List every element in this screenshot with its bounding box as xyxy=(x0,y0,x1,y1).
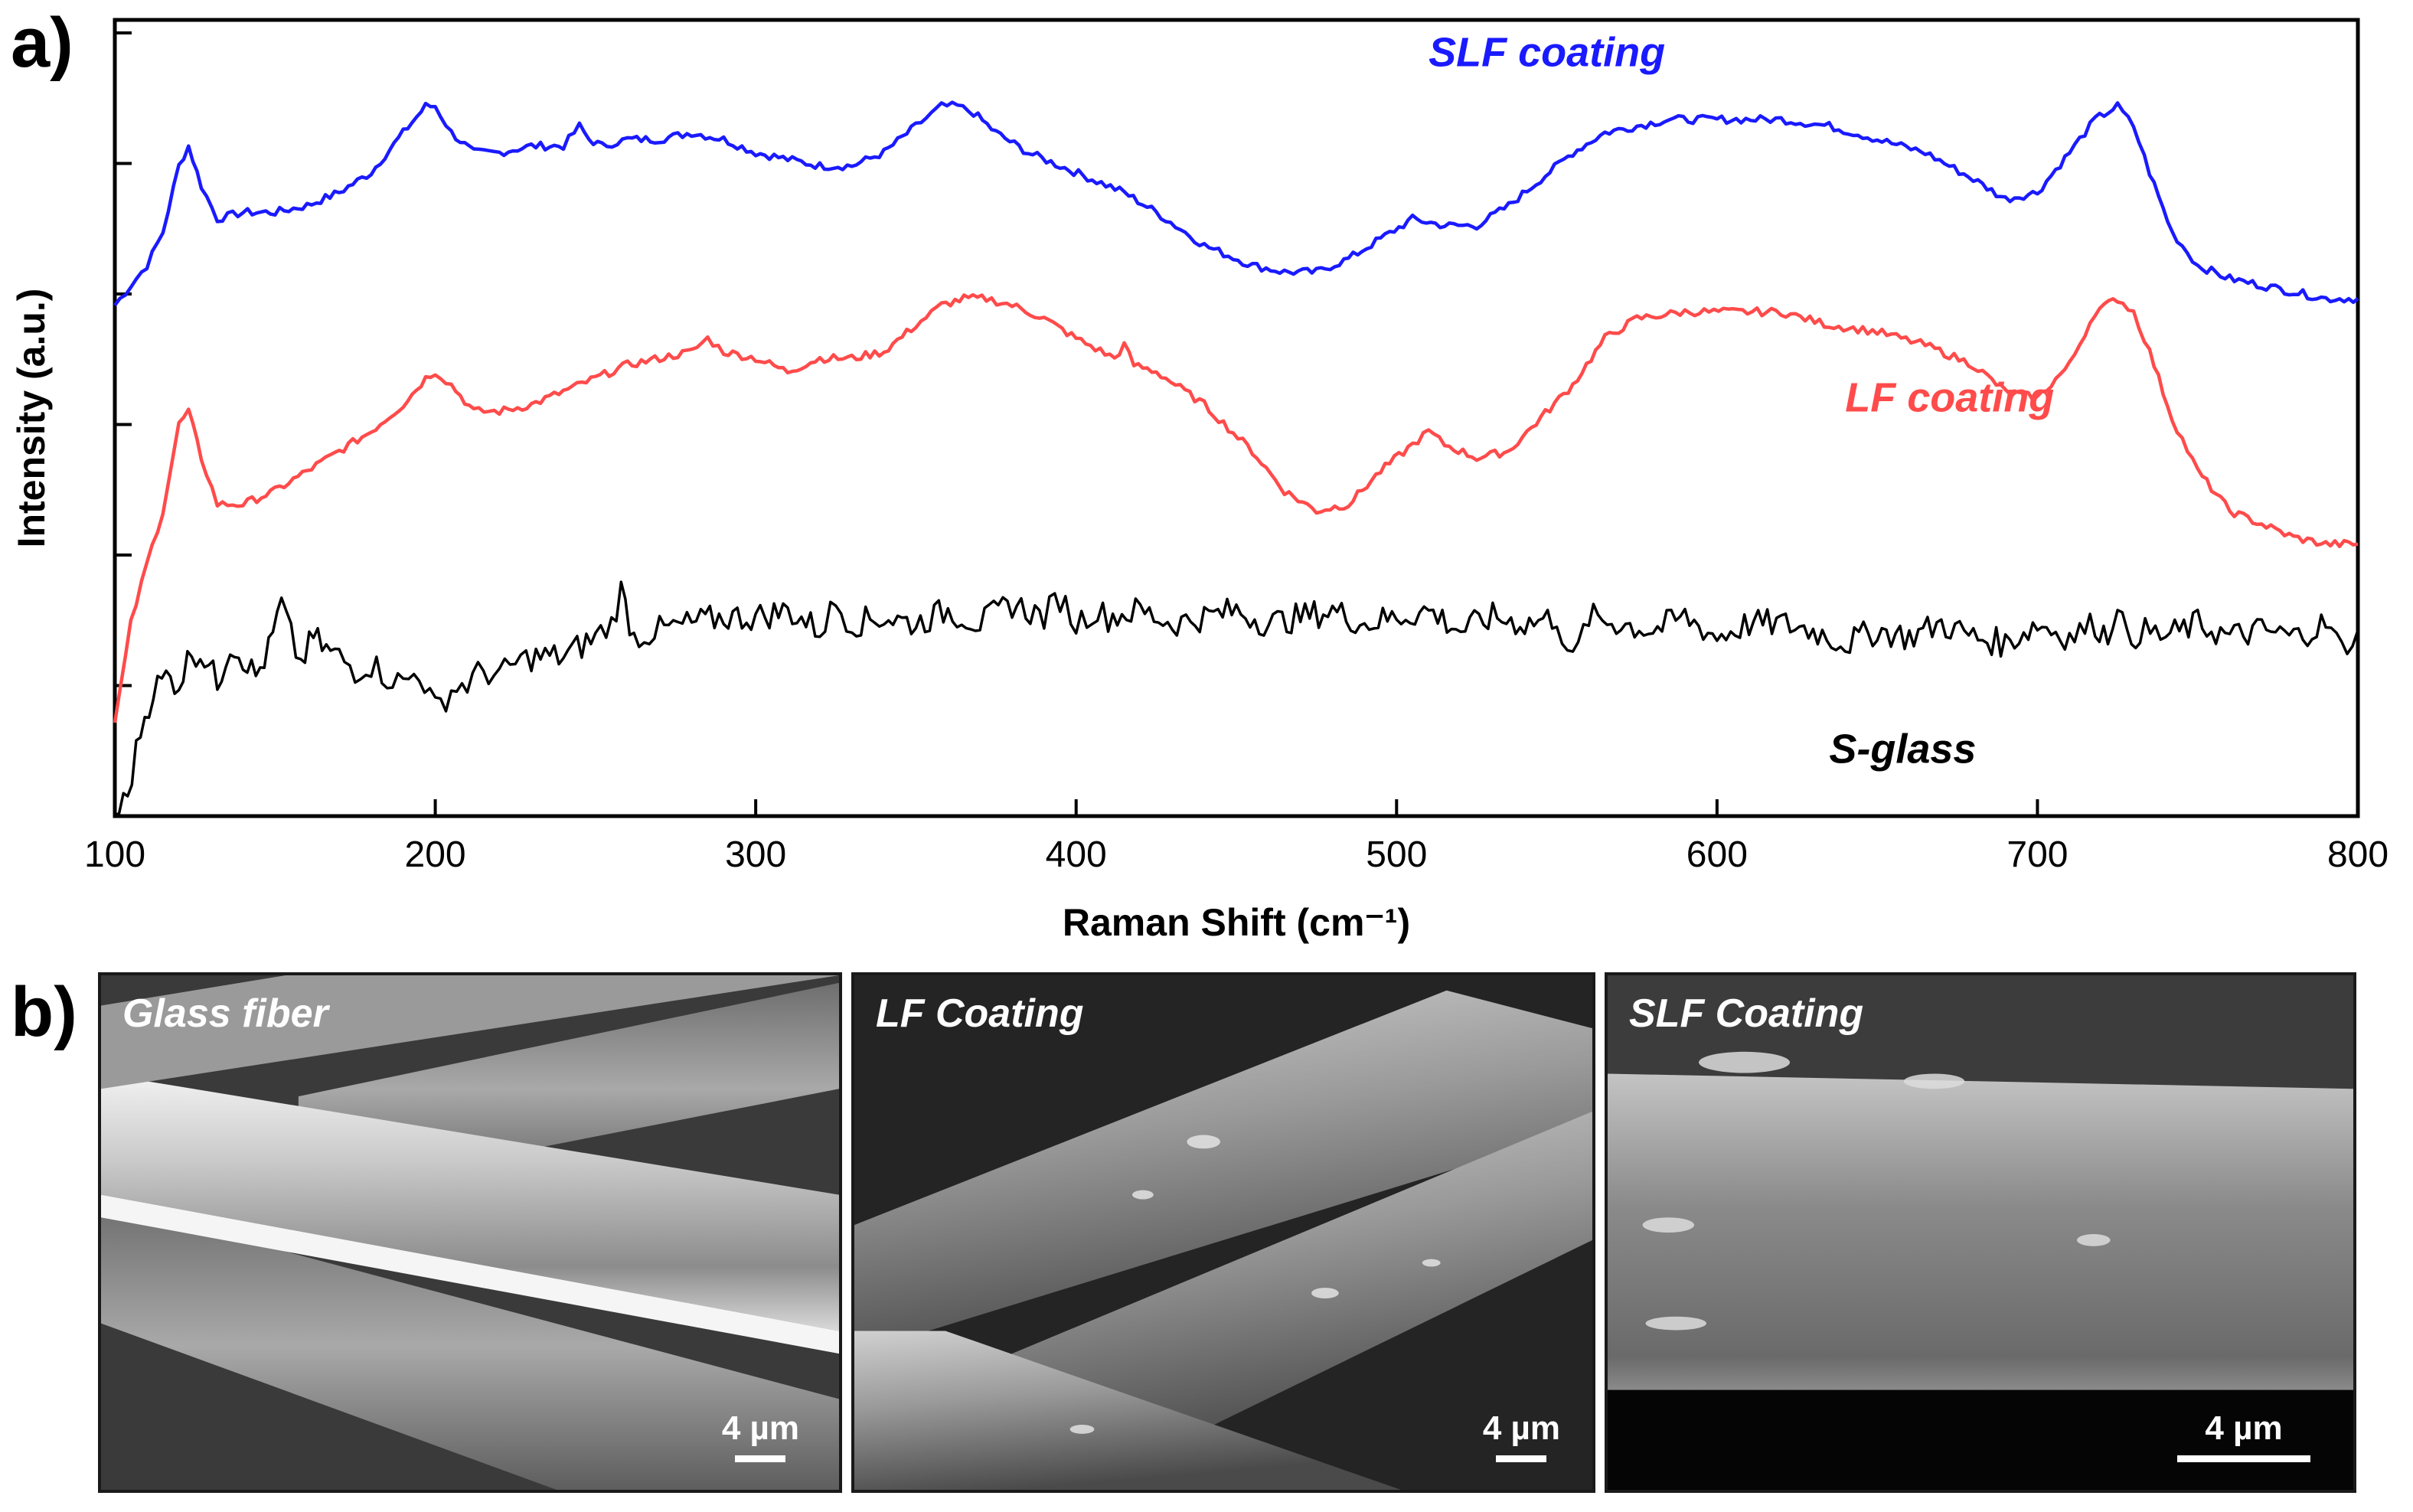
scale-bar-text: 4 µm xyxy=(2205,1409,2283,1447)
series-labels: SLF coating LF coating S-glass xyxy=(1429,30,2054,772)
raman-chart: 100 200 300 400 500 600 700 800 SLF coating LF c… xyxy=(10,18,2389,944)
scale-bar-line xyxy=(2177,1455,2310,1462)
sem-label: SLF Coating xyxy=(1629,991,1864,1036)
x-ticks: 100 200 300 400 500 600 700 800 xyxy=(84,799,2389,875)
series-line-lf-coating xyxy=(113,292,2359,723)
x-tick-label: 600 xyxy=(1686,834,1748,875)
series-label-lf-coating: LF coating xyxy=(1845,374,2054,420)
x-tick-label: 100 xyxy=(84,834,145,875)
x-axis-label: Raman Shift (cm⁻¹) xyxy=(1063,901,1410,944)
lf-coating-micrograph xyxy=(854,975,1592,1490)
scale-bar: 4 µm xyxy=(2177,1409,2310,1462)
sem-image-lf-coating: LF Coating 4 µm xyxy=(851,972,1595,1493)
scale-bar-text: 4 µm xyxy=(721,1409,799,1447)
glass-fiber-micrograph xyxy=(101,975,839,1490)
scale-bar-line xyxy=(735,1455,786,1462)
x-tick-label: 300 xyxy=(725,834,786,875)
plot-frame xyxy=(113,18,2360,818)
x-tick-label: 800 xyxy=(2327,834,2389,875)
series-lines xyxy=(113,100,2359,817)
x-tick-label: 400 xyxy=(1046,834,1107,875)
x-tick-label: 700 xyxy=(2006,834,2068,875)
panel-label-a: a) xyxy=(11,4,73,82)
y-axis-label: Intensity (a.u.) xyxy=(10,289,53,548)
y-ticks xyxy=(115,31,132,818)
series-label-s-glass: S-glass xyxy=(1829,727,1976,772)
series-line-slf-coating xyxy=(113,100,2359,307)
scale-bar-text: 4 µm xyxy=(1482,1409,1560,1447)
series-line-s-glass xyxy=(114,580,2359,817)
sem-image-slf-coating: SLF Coating 4 µm xyxy=(1605,972,2356,1493)
panel-label-b: b) xyxy=(11,973,77,1051)
sem-label: Glass fiber xyxy=(122,991,328,1036)
scale-bar: 4 µm xyxy=(1483,1409,1560,1462)
series-label-slf-coating: SLF coating xyxy=(1429,30,1665,76)
x-tick-label: 500 xyxy=(1366,834,1427,875)
slf-coating-micrograph xyxy=(1608,975,2353,1490)
sem-image-glass-fiber: Glass fiber 4 µm xyxy=(98,972,842,1493)
scale-bar: 4 µm xyxy=(722,1409,799,1462)
x-tick-label: 200 xyxy=(405,834,466,875)
sem-label: LF Coating xyxy=(876,991,1084,1036)
scale-bar-line xyxy=(1496,1455,1547,1462)
